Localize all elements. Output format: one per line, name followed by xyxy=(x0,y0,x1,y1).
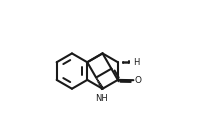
Text: O: O xyxy=(135,76,142,85)
Text: NH: NH xyxy=(95,94,108,103)
Text: H: H xyxy=(133,58,140,67)
